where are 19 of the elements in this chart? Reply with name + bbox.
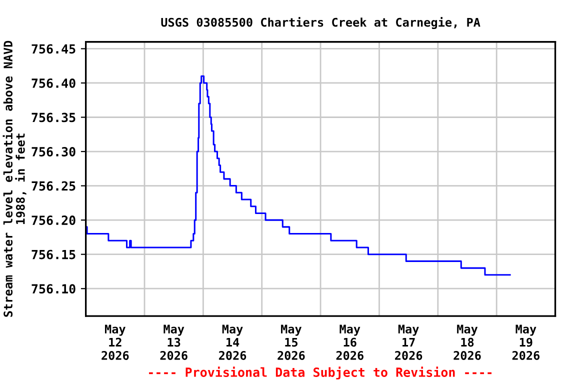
- text: ---- Provisional Data Subject to Revision ----: [149, 366, 492, 380]
- x-tick-label: May 14 2026: [218, 324, 246, 360]
- y-axis-title: Stream water level elevation above NAVD 1988, in feet: [2, 40, 26, 317]
- y-tick-label: 756.25: [32, 181, 76, 191]
- x-tick-label: May 18 2026: [454, 324, 481, 360]
- x-tick-label: May 15 2026: [278, 324, 305, 360]
- y-tick-label: 756.45: [32, 44, 76, 54]
- x-tick-label: May 13 2026: [160, 324, 188, 360]
- y-tick-label: 756.10: [32, 284, 76, 294]
- x-tick-label: May 19 2026: [512, 324, 540, 360]
- y-tick-label: 756.40: [32, 78, 76, 88]
- y-tick-label: 756.15: [32, 250, 76, 260]
- x-tick-label: May 16 2026: [336, 324, 364, 360]
- x-tick-label: May 17 2026: [395, 324, 422, 360]
- y-tick-label: 756.20: [32, 216, 76, 226]
- chart-title: USGS 03085500 Chartiers Creek at Carnegie, PA: [161, 16, 480, 30]
- x-tick-label: May 12 2026: [102, 324, 129, 360]
- y-tick-label: 756.30: [32, 147, 76, 156]
- y-tick-label: 756.35: [32, 112, 76, 122]
